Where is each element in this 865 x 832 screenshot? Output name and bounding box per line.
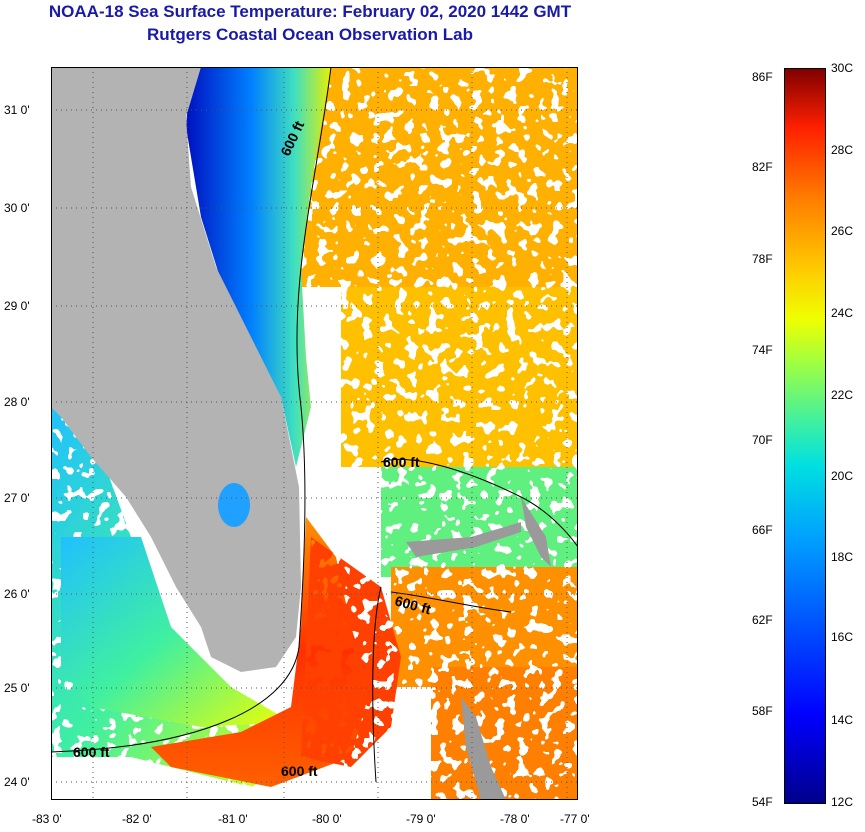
lat-label: 25 0': [4, 681, 30, 695]
colorbar-f-label: 62F: [752, 613, 773, 627]
lat-label: 29 0': [4, 299, 30, 313]
sst-map: 600 ft 600 ft 600 ft 600 ft 600 ft: [51, 67, 578, 800]
colorbar-c-label: 30C: [831, 61, 854, 75]
lat-label: 30 0': [4, 201, 30, 215]
colorbar-f-label: 74F: [752, 343, 773, 357]
lon-label: -81 0': [218, 812, 248, 826]
lon-label: -83 0': [32, 812, 62, 826]
colorbar-f-label: 78F: [752, 252, 773, 266]
isobath-label: 600 ft: [383, 454, 420, 470]
map-border: [51, 67, 578, 800]
colorbar-c-label: 18C: [831, 550, 854, 564]
lat-label: 31 0': [4, 103, 30, 117]
lon-label: -82 0': [122, 812, 152, 826]
nearshore-cold-water: [186, 67, 331, 467]
lon-label: -80 0': [312, 812, 342, 826]
colorbar-f-label: 70F: [752, 433, 773, 447]
colorbar-c-label: 12C: [831, 795, 854, 809]
lat-label: 27 0': [4, 491, 30, 505]
colorbar-f-label: 66F: [752, 523, 773, 537]
colorbar-f-label: 54F: [752, 795, 773, 809]
colorbar-c-label: 26C: [831, 224, 854, 238]
lon-label: -77 0': [560, 812, 590, 826]
colorbar-c-label: 20C: [831, 469, 854, 483]
graticule: [51, 67, 578, 800]
colorbar-c-label: 28C: [831, 143, 854, 157]
gulf-sst-solid: [61, 537, 291, 727]
isobath-label: 600 ft: [73, 744, 110, 760]
isobath-600ft-bahamas-north: [380, 458, 578, 548]
colorbar-f-label: 82F: [752, 160, 773, 174]
colorbar-c-label: 14C: [831, 713, 854, 727]
abaco-land: [521, 497, 551, 567]
temperature-colorbar: [784, 68, 826, 804]
offshore-sst-patches: [301, 67, 578, 800]
lake-okeechobee: [218, 483, 250, 527]
isobath-label: 600 ft: [281, 763, 318, 779]
colorbar-f-label: 58F: [752, 704, 773, 718]
colorbar-c-label: 24C: [831, 306, 854, 320]
colorbar-c-label: 22C: [831, 388, 854, 402]
isobath-600ft-florida: [51, 67, 332, 753]
isobath-600ft-bahamas-west: [372, 586, 382, 783]
grand-bahama-land: [406, 522, 521, 557]
colorbar-c-label: 16C: [831, 630, 854, 644]
map-subtitle: Rutgers Coastal Ocean Observation Lab: [147, 25, 473, 44]
map-title: NOAA-18 Sea Surface Temperature: Februar…: [48, 2, 572, 21]
isobath-600ft-bahamas-middle: [390, 591, 512, 613]
lat-label: 24 0': [4, 775, 30, 789]
lon-label: -79 0': [406, 812, 436, 826]
colorbar-f-label: 86F: [752, 70, 773, 84]
lat-label: 26 0': [4, 587, 30, 601]
lat-label: 28 0': [4, 395, 30, 409]
lon-label: -78 0': [500, 812, 530, 826]
